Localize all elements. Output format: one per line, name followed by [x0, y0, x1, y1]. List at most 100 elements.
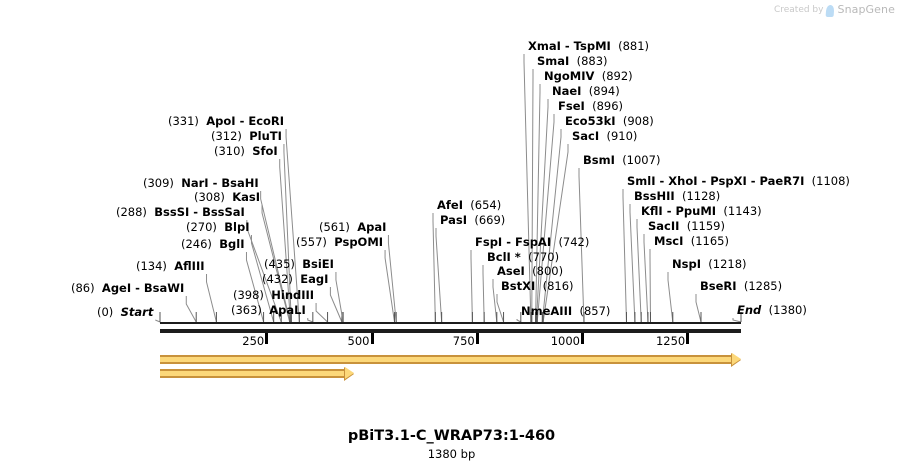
enzyme-name: AflIII — [174, 259, 205, 273]
enzyme-label-bcli[interactable]: BclI * (770) — [487, 250, 560, 264]
enzyme-name: PluTI — [249, 129, 282, 143]
enzyme-position: (770) — [528, 250, 560, 264]
enzyme-name: Eco53kI — [565, 114, 616, 128]
enzyme-position: (1218) — [708, 257, 747, 271]
leader-line-naei — [535, 99, 549, 323]
enzyme-label-nari[interactable]: (309) NarI - BsaHI — [143, 176, 259, 190]
enzyme-name: FseI — [558, 99, 585, 113]
enzyme-label-apai[interactable]: (561) ApaI — [319, 220, 387, 234]
enzyme-position: (561) — [319, 220, 350, 234]
enzyme-position: (892) — [601, 69, 633, 83]
watermark-prefix: Created by — [773, 4, 824, 15]
enzyme-label-smai[interactable]: SmaI (883) — [537, 54, 608, 68]
enzyme-label-eagi[interactable]: (432) EagI — [262, 272, 329, 286]
enzyme-name: HindIII — [271, 288, 315, 302]
ruler-label-1250: 1250 — [655, 334, 686, 348]
enzyme-label-nspi[interactable]: NspI (1218) — [672, 257, 747, 271]
enzyme-name: FspAI — [515, 235, 552, 249]
enzyme-label-afei[interactable]: AfeI (654) — [437, 198, 502, 212]
leader-line-hindiii — [315, 303, 328, 323]
enzyme-label-hindiii[interactable]: (398) HindIII — [233, 288, 315, 302]
watermark-brand: SnapGene — [837, 3, 895, 16]
enzyme-label-agei[interactable]: (86) AgeI - BsaWI — [71, 281, 185, 295]
ruler-tick-250 — [265, 333, 269, 344]
leader-line-pasi — [435, 228, 443, 323]
enzyme-position: (308) — [194, 190, 225, 204]
enzyme-label-kfli[interactable]: KflI - PpuMI (1143) — [641, 204, 762, 218]
enzyme-position: (894) — [588, 84, 620, 98]
enzyme-name: BclI * — [487, 250, 521, 264]
leader-line-fsei — [536, 114, 555, 323]
enzyme-label-end[interactable]: End (1380) — [737, 303, 807, 317]
enzyme-name: PspOMI — [334, 235, 384, 249]
enzyme-label-sacii[interactable]: SacII (1159) — [648, 220, 725, 233]
leader-line-pluti — [283, 144, 292, 323]
enzyme-name: NspI — [672, 257, 701, 271]
leader-line-apali — [307, 318, 314, 323]
enzyme-name: NmeAIII — [521, 304, 573, 318]
enzyme-name-separator: - — [746, 174, 760, 188]
enzyme-label-smli[interactable]: SmlI - XhoI - PspXI - PaeR7I (1108) — [627, 174, 850, 188]
enzyme-label-start[interactable]: (0) Start — [97, 306, 153, 319]
enzyme-name: ApaI — [357, 220, 387, 234]
enzyme-label-pasi[interactable]: PasI (669) — [440, 213, 506, 227]
enzyme-name: AseI — [497, 264, 525, 278]
leader-line-agei — [185, 296, 197, 323]
enzyme-position: (654) — [470, 198, 502, 212]
enzyme-label-nmeaiii[interactable]: NmeAIII (857) — [521, 304, 610, 318]
leader-line-blpi — [250, 235, 275, 323]
ruler-label-1000: 1000 — [550, 334, 580, 348]
enzyme-name: NarI — [181, 176, 209, 190]
enzyme-label-bsshii[interactable]: BssHII (1128) — [634, 190, 720, 203]
enzyme-label-naei[interactable]: NaeI (894) — [552, 84, 620, 98]
enzyme-position: (883) — [576, 54, 608, 68]
enzyme-name: AgeI — [101, 281, 132, 295]
enzyme-name-separator: - — [208, 176, 222, 190]
enzyme-label-bseri[interactable]: BseRI (1285) — [700, 280, 782, 293]
ruler-tick-1000 — [581, 333, 584, 344]
enzyme-label-eco53ki[interactable]: Eco53kI (908) — [565, 114, 654, 128]
enzyme-name: SfoI — [252, 144, 278, 158]
enzyme-label-pspomi[interactable]: (557) PspOMI — [296, 235, 384, 249]
enzyme-name: SacI — [572, 129, 600, 143]
enzyme-label-fsei[interactable]: FseI (896) — [558, 99, 623, 113]
enzyme-name: End — [737, 303, 762, 317]
page-title: pBiT3.1-C_WRAP73:1-460 — [347, 428, 556, 444]
enzyme-label-saci[interactable]: SacI (910) — [572, 129, 637, 143]
enzyme-position: (1143) — [723, 204, 762, 218]
enzyme-label-sfoi[interactable]: (310) SfoI — [214, 144, 278, 158]
enzyme-label-apoi[interactable]: (331) ApoI - EcoRI — [168, 114, 284, 128]
enzyme-label-bsmi[interactable]: BsmI (1007) — [583, 154, 660, 167]
enzyme-label-msci[interactable]: MscI (1165) — [654, 234, 729, 248]
leader-line-ngomiv — [535, 84, 541, 323]
leader-line-apoi — [285, 129, 300, 323]
enzyme-label-asei[interactable]: AseI (800) — [497, 264, 564, 278]
leader-line-bsshii — [629, 204, 636, 323]
feature-arrow-partial[interactable] — [160, 366, 354, 381]
enzyme-label-bsiei[interactable]: (435) BsiEI — [264, 258, 334, 271]
leader-line-bsssi — [246, 220, 282, 323]
enzyme-label-kasi[interactable]: (308) KasI — [194, 190, 260, 204]
enzyme-label-blpi[interactable]: (270) BlpI — [186, 221, 249, 234]
enzyme-label-bsssi[interactable]: (288) BssSI - BssSaI — [116, 206, 245, 219]
enzyme-position: (669) — [474, 213, 506, 227]
enzyme-label-apali[interactable]: (363) ApaLI — [231, 304, 306, 317]
enzyme-name: MscI — [654, 234, 684, 248]
enzyme-label-xmai[interactable]: XmaI - TspMI (881) — [528, 40, 649, 53]
enzyme-name-separator: - — [662, 204, 676, 218]
enzyme-name: BsaWI — [143, 281, 185, 295]
feature-arrow-full[interactable] — [160, 352, 741, 367]
enzyme-label-bgli[interactable]: (246) BglI — [181, 238, 244, 251]
enzyme-name-separator: - — [235, 114, 249, 128]
enzyme-position: (800) — [532, 264, 564, 278]
leader-line-bsmi — [578, 168, 585, 323]
enzyme-name: EagI — [300, 272, 329, 286]
leader-line-saci — [542, 144, 569, 323]
enzyme-label-afliii[interactable]: (134) AflIII — [136, 259, 205, 273]
enzyme-label-pluti[interactable]: (312) PluTI — [211, 129, 282, 143]
leader-line-afei — [432, 213, 436, 323]
enzyme-label-bstxi[interactable]: BstXI (816) — [501, 280, 574, 293]
enzyme-label-fspi[interactable]: FspI - FspAI (742) — [475, 235, 589, 249]
enzyme-label-ngomiv[interactable]: NgoMIV (892) — [544, 69, 633, 83]
